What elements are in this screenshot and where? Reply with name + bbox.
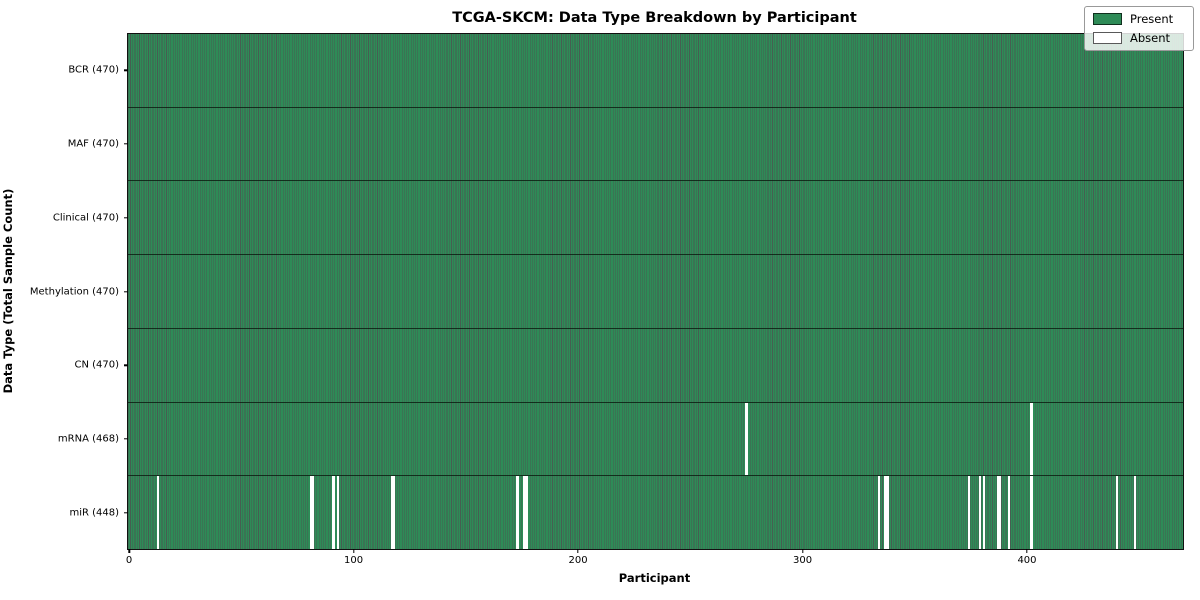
absent-cell: [523, 476, 526, 550]
legend-label-absent: Absent: [1130, 31, 1171, 45]
data-row-mrna: mRNA (468): [58, 401, 1183, 476]
y-tick-mark: [124, 69, 128, 72]
absent-cell: [1030, 402, 1033, 476]
x-tick-mark: [1026, 549, 1028, 553]
legend-label-present: Present: [1130, 12, 1174, 26]
absent-cell: [392, 476, 396, 550]
y-axis-title: Data Type (Total Sample Count): [1, 188, 15, 394]
absent-cell: [1030, 476, 1033, 550]
y-tick-label: miR (448): [69, 507, 119, 519]
absent-cell: [983, 476, 986, 550]
absent-cell: [998, 476, 1002, 550]
absent-cell: [886, 476, 889, 550]
legend: Present Absent: [1084, 6, 1194, 51]
absent-cell: [1007, 476, 1011, 550]
y-tick-mark: [124, 290, 128, 293]
x-tick-mark: [577, 549, 579, 553]
absent-cell: [312, 476, 315, 550]
x-axis-title: Participant: [618, 571, 691, 585]
y-tick-label: Clinical (470): [52, 212, 119, 224]
y-tick-mark: [124, 364, 128, 366]
absent-cell: [332, 476, 335, 550]
plot-area: BCR (470) MAF (470) Clinical (470) Methylat…: [30, 33, 1184, 566]
legend-item-absent: Absent: [1093, 31, 1185, 45]
absent-cell: [1115, 476, 1118, 550]
data-row-bcr: BCR (470): [68, 34, 1183, 107]
data-row-mir: miR (448): [69, 475, 1183, 550]
x-tick-mark: [352, 549, 355, 553]
y-tick-mark: [124, 438, 128, 440]
y-tick-label: Methylation (470): [29, 286, 119, 298]
absent-cell: [525, 476, 528, 550]
absent-cell: [884, 476, 887, 550]
x-tick-label: 300: [792, 555, 813, 566]
absent-cell: [978, 476, 981, 550]
data-row-clinical: Clinical (470): [53, 180, 1183, 255]
data-row-maf: MAF (470): [68, 106, 1183, 181]
x-tick-label: 0: [125, 555, 133, 566]
y-tick-mark: [124, 511, 128, 514]
y-tick-label: MAF (470): [67, 138, 119, 150]
absent-cell: [516, 476, 519, 550]
present-swatch-icon: [1093, 13, 1122, 25]
absent-swatch-icon: [1093, 32, 1122, 44]
x-tick-label: 400: [1017, 555, 1037, 566]
data-row-cn: CN (470): [74, 327, 1183, 402]
y-tick-label: mRNA (468): [57, 433, 119, 445]
absent-cell: [336, 476, 339, 550]
absent-cell: [309, 476, 313, 550]
absent-cell: [745, 402, 748, 476]
absent-cell: [1133, 476, 1136, 550]
x-tick-label: 200: [568, 555, 588, 566]
absent-cell: [877, 476, 880, 550]
y-tick-label: CN (470): [74, 359, 119, 371]
data-row-methylation: Methylation (470): [30, 254, 1183, 328]
x-tick-mark: [128, 549, 130, 553]
absent-cell: [967, 476, 970, 550]
y-tick-label: BCR (470): [68, 64, 119, 76]
legend-item-present: Present: [1093, 12, 1185, 26]
x-tick-mark: [801, 549, 804, 553]
absent-cell: [390, 476, 393, 550]
y-tick-mark: [124, 143, 128, 145]
x-tick-label: 100: [344, 555, 364, 566]
chart-title: TCGA-SKCM: Data Type Breakdown by Partic…: [452, 10, 857, 26]
absent-cell: [157, 476, 160, 550]
y-tick-mark: [124, 217, 128, 219]
absent-cell: [996, 476, 999, 550]
